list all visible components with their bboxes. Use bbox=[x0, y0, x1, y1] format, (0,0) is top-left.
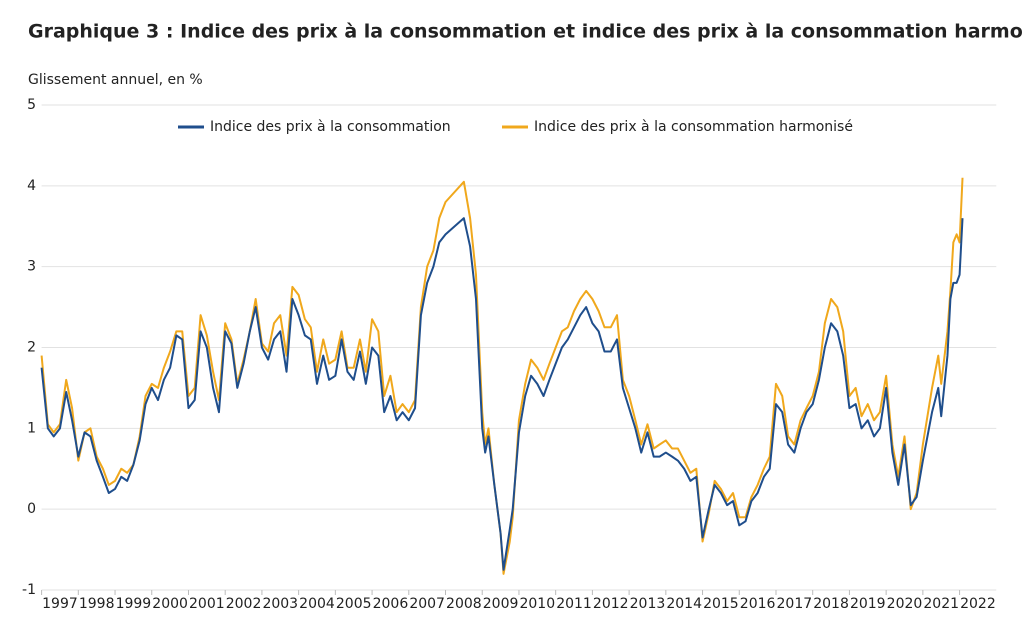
x-tick-label: 2007 bbox=[409, 596, 445, 612]
y-tick-label: 0 bbox=[27, 501, 36, 517]
x-tick-label: 2000 bbox=[152, 596, 188, 612]
x-tick-label: 2010 bbox=[519, 596, 555, 612]
x-tick-label: 2014 bbox=[666, 596, 702, 612]
x-tick-label: 2022 bbox=[960, 596, 996, 612]
y-tick-label: 4 bbox=[27, 178, 36, 194]
chart-title: Graphique 3 : Indice des prix à la conso… bbox=[28, 21, 1024, 43]
x-tick-label: 2008 bbox=[446, 596, 482, 612]
y-tick-label: 3 bbox=[27, 259, 36, 275]
x-tick-label: 2002 bbox=[226, 596, 262, 612]
y-tick-label: 2 bbox=[27, 340, 36, 356]
x-tick-label: 1998 bbox=[79, 596, 115, 612]
x-tick-label: 2015 bbox=[703, 596, 739, 612]
x-tick-label: 2001 bbox=[189, 596, 225, 612]
x-tick-label: 2019 bbox=[850, 596, 886, 612]
series-line bbox=[40, 217, 964, 571]
series-line bbox=[40, 177, 964, 575]
x-tick-label: 2020 bbox=[887, 596, 923, 612]
x-tick-label: 2016 bbox=[740, 596, 776, 612]
x-tick-label: 2004 bbox=[299, 596, 335, 612]
y-tick-label: 1 bbox=[27, 420, 36, 436]
legend-label: Indice des prix à la consommation bbox=[210, 119, 451, 135]
x-tick-label: 2005 bbox=[336, 596, 372, 612]
y-axis-label: Glissement annuel, en % bbox=[28, 72, 203, 88]
legend-label: Indice des prix à la consommation harmon… bbox=[534, 119, 853, 135]
y-tick-label: -1 bbox=[22, 582, 36, 598]
x-tick-label: 2013 bbox=[630, 596, 666, 612]
x-tick-label: 1999 bbox=[116, 596, 152, 612]
x-tick-label: 1997 bbox=[42, 596, 78, 612]
x-tick-label: 2017 bbox=[777, 596, 813, 612]
x-tick-label: 2018 bbox=[813, 596, 849, 612]
x-tick-label: 2006 bbox=[373, 596, 409, 612]
x-tick-label: 2021 bbox=[923, 596, 959, 612]
x-tick-label: 2009 bbox=[483, 596, 519, 612]
y-tick-label: 5 bbox=[27, 97, 36, 113]
x-tick-label: 2012 bbox=[593, 596, 629, 612]
x-tick-label: 2003 bbox=[262, 596, 298, 612]
x-tick-label: 2011 bbox=[556, 596, 592, 612]
